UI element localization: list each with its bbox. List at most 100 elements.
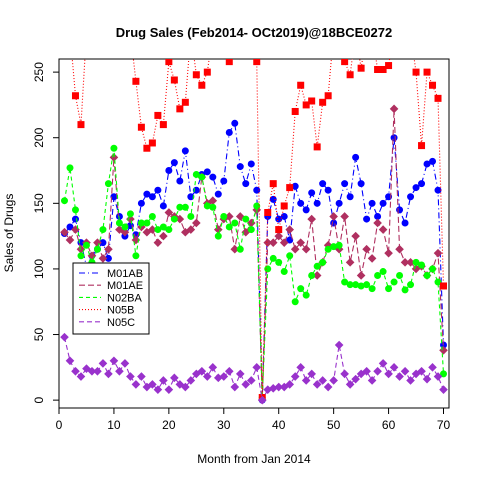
data-point-m01ab [247, 160, 255, 168]
data-point-n05c [301, 376, 311, 385]
data-point-n05c [323, 382, 333, 392]
data-point-n02ba [66, 164, 74, 172]
data-point-m01ae [60, 227, 69, 237]
data-point-m01ab [396, 206, 404, 214]
data-point-n05b [105, 30, 111, 36]
data-point-n05b [77, 121, 85, 129]
data-point-n02ba [275, 258, 283, 266]
y-tick-label: 250 [32, 62, 46, 82]
data-point-n05c [93, 366, 102, 376]
data-point-n05b [154, 111, 162, 119]
data-point-m01ae [373, 218, 382, 228]
data-point-m01ab [209, 173, 217, 181]
data-point-n02ba [412, 258, 420, 266]
data-point-n05c [230, 382, 240, 392]
data-point-n05c [115, 366, 124, 376]
data-point-n02ba [231, 219, 239, 227]
data-point-m01ae [98, 254, 108, 263]
data-point-n05b [402, 30, 408, 36]
data-point-n02ba [77, 252, 85, 260]
data-point-m01ae [109, 153, 119, 162]
series-n02ba [60, 144, 448, 402]
data-point-n02ba [225, 223, 233, 231]
legend-label: M01AB [107, 268, 143, 280]
data-point-n05b [89, 30, 95, 36]
chart-title: Drug Sales (Feb2014- OCt2019)@18BCE0272 [116, 25, 392, 40]
data-point-m01ab [253, 186, 261, 194]
data-point-n05c [285, 380, 295, 389]
data-point-m01ab [280, 212, 288, 220]
data-point-m01ae [192, 218, 201, 228]
data-point-m01ae [329, 212, 338, 221]
data-point-n05c [428, 363, 437, 372]
data-point-n05c [400, 366, 410, 376]
data-point-n05c [329, 376, 338, 385]
data-point-m01ae [268, 238, 278, 247]
series-line-n02ba [63, 148, 445, 398]
data-point-n05c [417, 366, 426, 376]
data-point-n05b [379, 65, 387, 73]
data-point-m01ae [290, 244, 300, 254]
data-point-n02ba [209, 203, 217, 211]
data-point-n05c [439, 385, 448, 394]
data-point-n05b [61, 30, 67, 36]
series-line-m01ab [64, 121, 445, 401]
data-point-n02ba [121, 223, 129, 231]
y-axis: 0 50 100 150 200 250 [32, 62, 60, 403]
data-point-n05b [71, 92, 79, 100]
data-point-n05b [341, 59, 349, 66]
data-point-n05c [257, 395, 267, 405]
data-point-m01ae [164, 208, 174, 217]
data-point-n02ba [143, 219, 151, 227]
data-point-m01ab [352, 153, 360, 161]
data-point-n05c [389, 363, 399, 372]
data-point-n05c [109, 356, 119, 366]
data-point-n02ba [165, 226, 173, 234]
legend-label: N05C [107, 317, 135, 329]
data-point-n05c [296, 363, 305, 372]
data-point-n05b [308, 97, 316, 105]
data-point-m01ab [220, 177, 228, 185]
data-point-n05b [346, 71, 354, 79]
data-point-m01ab [368, 199, 376, 207]
x-tick-label: 30 [217, 418, 231, 432]
data-point-n02ba [82, 241, 90, 249]
data-point-n05b [181, 98, 189, 106]
data-point-n05c [411, 369, 421, 379]
data-point-n02ba [390, 278, 398, 286]
data-point-m01ae [340, 212, 349, 221]
data-point-n05c [126, 372, 135, 381]
data-point-n02ba [242, 215, 250, 223]
data-point-m01ae [274, 231, 284, 241]
data-point-m01ae [351, 231, 360, 241]
data-point-m01ab [143, 190, 151, 198]
data-point-n02ba [269, 254, 277, 262]
data-point-n05c [137, 372, 146, 381]
data-point-n05b [253, 59, 261, 66]
data-point-n05c [82, 364, 91, 373]
data-point-n05c [235, 369, 245, 379]
data-point-m01ab [176, 177, 184, 185]
data-point-n05b [434, 94, 442, 102]
data-point-n05c [252, 363, 262, 372]
data-point-n02ba [60, 197, 68, 205]
data-point-m01ab [363, 215, 371, 223]
data-point-m01ab [418, 180, 426, 188]
legend-label: N02BA [107, 292, 143, 304]
data-point-n05b [198, 81, 206, 89]
data-point-m01ab [324, 186, 332, 194]
data-point-m01ae [345, 258, 355, 267]
data-point-n02ba [418, 261, 426, 269]
data-point-n02ba [247, 226, 255, 234]
data-point-n02ba [264, 265, 272, 273]
data-point-m01ab [181, 147, 189, 155]
data-point-n05b [429, 81, 437, 89]
data-point-n05c [345, 380, 355, 389]
data-point-n02ba [192, 170, 200, 178]
data-point-n05c [131, 380, 141, 389]
legend-label: M01AE [107, 280, 143, 292]
data-point-n02ba [440, 370, 448, 378]
y-tick-label: 50 [32, 328, 46, 342]
data-point-n05c [104, 369, 113, 379]
